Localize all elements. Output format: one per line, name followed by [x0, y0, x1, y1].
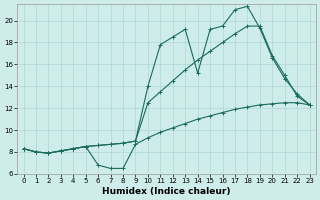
X-axis label: Humidex (Indice chaleur): Humidex (Indice chaleur): [102, 187, 231, 196]
